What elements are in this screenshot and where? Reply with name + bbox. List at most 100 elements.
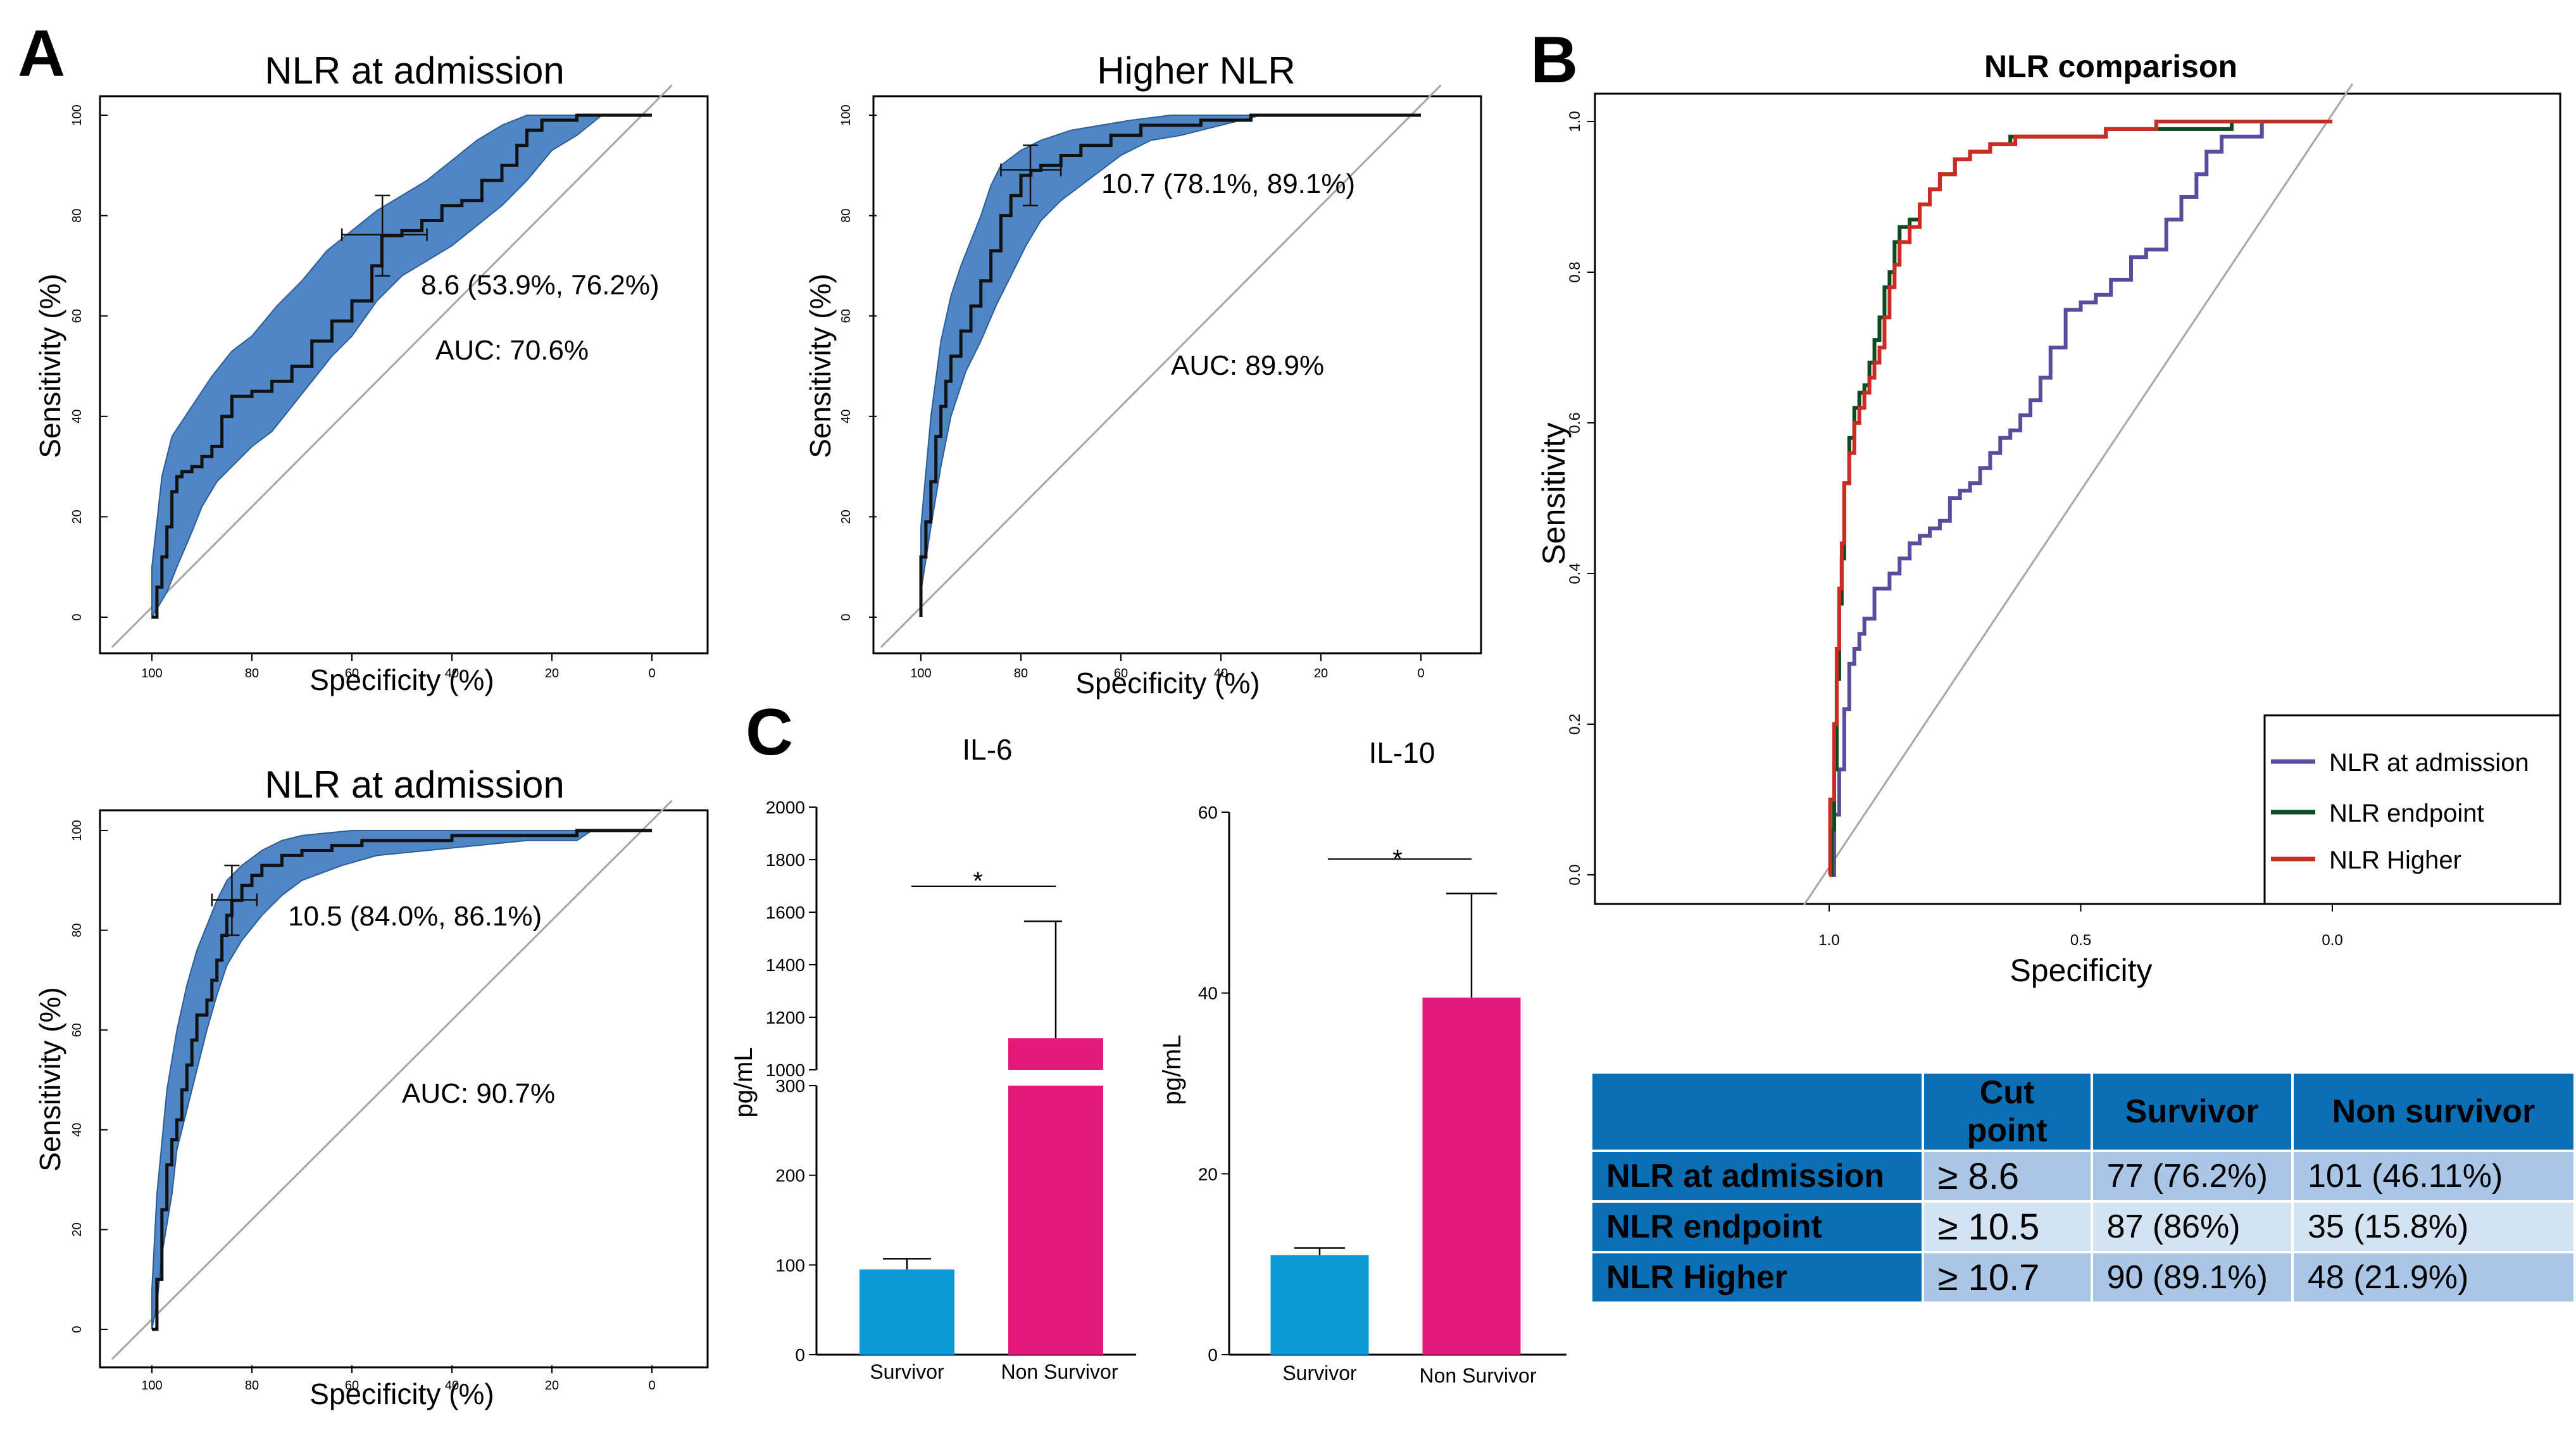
x-tick-label: 20 bbox=[1314, 667, 1328, 681]
y-axis-title: pg/mL bbox=[1158, 1034, 1186, 1105]
y-tick-label: 0.4 bbox=[1566, 563, 1584, 584]
plot-frame bbox=[1594, 92, 2561, 905]
y-tick-label: 60 bbox=[70, 309, 84, 323]
bar-survivor bbox=[1270, 1255, 1369, 1355]
x-tick-label: 20 bbox=[545, 667, 559, 681]
y-axis-title: Sensitivity (%) bbox=[804, 273, 837, 458]
chart-title: IL-6 bbox=[962, 733, 1012, 766]
x-tick-label: 40 bbox=[445, 1379, 459, 1393]
y-tick-label: 1400 bbox=[766, 955, 805, 975]
confidence-band bbox=[151, 115, 652, 620]
series-line-nlr-endpoint bbox=[1829, 120, 2332, 877]
x-tick-label-survivor: Survivor bbox=[870, 1360, 944, 1383]
y-tick-label: 100 bbox=[70, 104, 84, 125]
row-label: NLR at admission bbox=[1592, 1152, 1922, 1200]
auc-label: AUC: 89.9% bbox=[1171, 350, 1324, 381]
y-tick-label: 0.8 bbox=[1566, 261, 1584, 282]
panel-letter-b: B bbox=[1530, 23, 1578, 97]
x-tick-label: 60 bbox=[345, 1379, 359, 1393]
chart-title: Higher NLR bbox=[1097, 49, 1295, 92]
results-table: Cut point Survivor Non survivor NLR at a… bbox=[1590, 1071, 2576, 1304]
y-tick-label: 0.2 bbox=[1566, 713, 1584, 734]
reference-diagonal bbox=[111, 84, 673, 648]
series-line-nlr-at-admission bbox=[1829, 120, 2332, 877]
x-tick-label: 0 bbox=[648, 1379, 655, 1393]
y-tick-label: 0 bbox=[70, 1326, 84, 1333]
bar-survivor bbox=[860, 1269, 954, 1355]
y-tick-label: 60 bbox=[70, 1023, 84, 1037]
legend-label-admission: NLR at admission bbox=[2329, 749, 2529, 777]
y-axis-title: Sensitivity (%) bbox=[34, 987, 66, 1171]
y-tick-label: 0 bbox=[795, 1345, 805, 1365]
x-tick-label: 100 bbox=[141, 1379, 162, 1393]
threshold-label: 8.6 (53.9%, 76.2%) bbox=[421, 270, 660, 301]
x-tick-label: 0 bbox=[648, 667, 655, 681]
x-tick-label: 80 bbox=[245, 1379, 259, 1393]
legend-frame bbox=[2263, 714, 2561, 905]
plot-frame bbox=[99, 809, 709, 1369]
y-tick-label: 40 bbox=[70, 1123, 84, 1137]
y-tick-label: 40 bbox=[70, 410, 84, 423]
table-header-empty bbox=[1592, 1074, 1922, 1150]
non-survivor-cell: 48 (21.9%) bbox=[2293, 1253, 2573, 1301]
series-line-nlr-higher bbox=[1828, 120, 2332, 877]
y-tick-label: 20 bbox=[839, 510, 853, 524]
chart-title: NLR comparison bbox=[1984, 49, 2237, 84]
legend: NLR at admission NLR endpoint NLR Higher bbox=[2263, 714, 2561, 905]
roc-chart-higher: Higher NLR 100 100 80 80 60 60 40 40 20 20 0 0 Spec… bbox=[804, 49, 1482, 699]
reference-diagonal bbox=[111, 800, 673, 1360]
panel-letter-c: C bbox=[746, 696, 793, 769]
bar-non-survivor-lower bbox=[1008, 1086, 1103, 1355]
x-axis-title: Specificity (%) bbox=[309, 663, 494, 696]
threshold-label: 10.7 (78.1%, 89.1%) bbox=[1101, 168, 1355, 199]
y-tick-label: 300 bbox=[775, 1076, 805, 1096]
auc-label: AUC: 70.6% bbox=[435, 335, 589, 366]
chart-title: IL-10 bbox=[1369, 736, 1435, 769]
y-tick-label: 2000 bbox=[766, 798, 805, 817]
survivor-cell: 87 (86%) bbox=[2092, 1203, 2291, 1251]
table-header-cut-point: Cut point bbox=[1923, 1074, 2091, 1150]
significance-marker: * bbox=[973, 867, 983, 895]
row-label: NLR Higher bbox=[1592, 1253, 1922, 1301]
threshold-label: 10.5 (84.0%, 86.1%) bbox=[288, 901, 542, 932]
x-tick-label: 0.5 bbox=[2070, 932, 2091, 949]
y-axis-title: Sensitivity (%) bbox=[34, 273, 66, 458]
x-axis-title: Specificity bbox=[2010, 953, 2152, 988]
table-header-non-survivor: Non survivor bbox=[2293, 1074, 2573, 1150]
roc-chart-admission: NLR at admission 100 100 80 80 60 60 40 40 20 20 0… bbox=[34, 49, 709, 696]
auc-label: AUC: 90.7% bbox=[402, 1078, 555, 1109]
legend-label-endpoint: NLR endpoint bbox=[2329, 800, 2484, 827]
non-survivor-cell: 101 (46.11%) bbox=[2293, 1152, 2573, 1200]
x-tick-label: 0 bbox=[1417, 667, 1424, 681]
x-axis-title: Specificity (%) bbox=[1075, 667, 1260, 699]
roc-curve bbox=[919, 113, 1421, 617]
y-tick-label: 80 bbox=[70, 208, 84, 222]
il10-bar-chart: IL-10 pg/mL 0 20 40 60 Survivor Non Survivo… bbox=[1158, 736, 1566, 1387]
y-tick-label: 40 bbox=[1198, 984, 1218, 1003]
plot-frame bbox=[99, 95, 709, 655]
panel-letter-a: A bbox=[18, 17, 65, 91]
x-tick-label: 80 bbox=[245, 667, 259, 681]
y-tick-label: 1200 bbox=[766, 1008, 805, 1027]
y-tick-label: 1800 bbox=[766, 850, 805, 870]
cut-point-cell: ≥ 8.6 bbox=[1923, 1152, 2091, 1200]
y-axis-title: Sensitivity bbox=[1536, 422, 1572, 565]
roc-curve bbox=[152, 113, 652, 619]
bar-non-survivor bbox=[1422, 997, 1521, 1355]
table-row: NLR Higher ≥ 10.7 90 (89.1%) 48 (21.9%) bbox=[1592, 1253, 2573, 1301]
y-tick-label: 1000 bbox=[766, 1060, 805, 1080]
y-tick-label: 1.0 bbox=[1566, 111, 1584, 132]
legend-label-higher: NLR Higher bbox=[2329, 846, 2461, 874]
reference-diagonal bbox=[880, 84, 1442, 648]
cut-point-cell: ≥ 10.7 bbox=[1923, 1253, 2091, 1301]
survivor-cell: 77 (76.2%) bbox=[2092, 1152, 2291, 1200]
y-tick-label: 0.0 bbox=[1566, 864, 1584, 885]
y-tick-label: 0 bbox=[839, 613, 853, 620]
x-axis-title: Specificity (%) bbox=[309, 1377, 494, 1410]
x-tick-label: 80 bbox=[1014, 667, 1028, 681]
table-header-row: Cut point Survivor Non survivor bbox=[1592, 1074, 2573, 1150]
table-row: NLR endpoint ≥ 10.5 87 (86%) 35 (15.8%) bbox=[1592, 1203, 2573, 1251]
y-tick-label: 100 bbox=[839, 104, 853, 125]
significance-marker: * bbox=[1392, 845, 1403, 873]
